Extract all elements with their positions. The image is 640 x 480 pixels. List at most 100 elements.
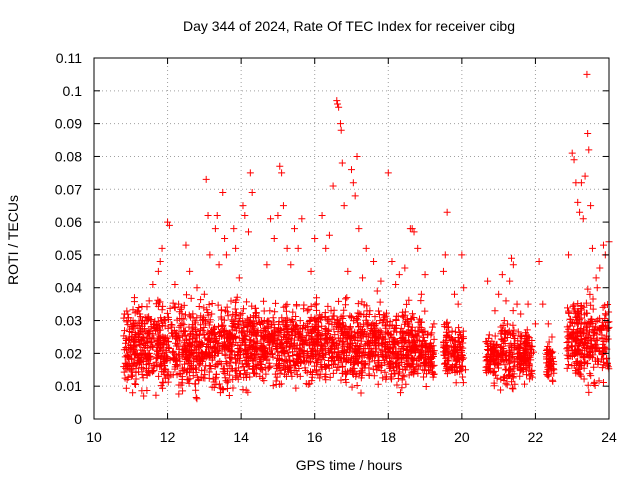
- data-point: [202, 343, 210, 351]
- data-point: [289, 348, 297, 356]
- data-point: [328, 349, 336, 357]
- data-point: [281, 370, 289, 378]
- data-point: [283, 244, 291, 252]
- data-point: [568, 334, 576, 342]
- data-point: [333, 339, 341, 347]
- data-point: [550, 366, 558, 374]
- data-point: [121, 359, 129, 367]
- data-point: [524, 341, 532, 349]
- data-point: [287, 261, 295, 269]
- data-point: [227, 297, 235, 305]
- data-point: [135, 303, 143, 311]
- data-point: [366, 307, 374, 315]
- data-point: [143, 387, 151, 395]
- data-point: [232, 359, 240, 367]
- data-point: [222, 343, 230, 351]
- data-point: [143, 330, 151, 338]
- data-point: [514, 337, 522, 345]
- data-point: [429, 373, 437, 381]
- data-point: [352, 342, 360, 350]
- data-point: [520, 350, 528, 358]
- data-point: [302, 380, 310, 388]
- data-point: [373, 287, 381, 295]
- data-point: [363, 302, 371, 310]
- data-point: [588, 244, 596, 252]
- data-point: [277, 366, 285, 374]
- data-point: [241, 212, 249, 220]
- data-point: [425, 366, 433, 374]
- data-point: [203, 306, 211, 314]
- data-point: [127, 342, 135, 350]
- data-point: [146, 352, 154, 360]
- data-point: [249, 365, 257, 373]
- x-tick-label: 14: [233, 429, 249, 445]
- data-point: [452, 344, 460, 352]
- data-point: [604, 324, 612, 332]
- y-tick-label: 0.04: [55, 280, 82, 296]
- data-point: [183, 355, 191, 363]
- data-point: [581, 172, 589, 180]
- data-point: [508, 254, 516, 262]
- data-point: [592, 337, 600, 345]
- data-point: [132, 332, 140, 340]
- data-point: [412, 365, 420, 373]
- data-point: [359, 274, 367, 282]
- data-point: [457, 354, 465, 362]
- data-point: [321, 373, 329, 381]
- data-point: [318, 355, 326, 363]
- data-point: [381, 335, 389, 343]
- data-point: [292, 321, 300, 329]
- data-point: [386, 357, 394, 365]
- data-point: [252, 350, 260, 358]
- data-point: [355, 348, 363, 356]
- data-point: [376, 311, 384, 319]
- data-point: [528, 337, 536, 345]
- data-point: [563, 351, 571, 359]
- data-point: [334, 323, 342, 331]
- data-point: [547, 363, 555, 371]
- data-point: [374, 380, 382, 388]
- data-point: [226, 333, 234, 341]
- data-point: [448, 327, 456, 335]
- data-point: [574, 300, 582, 308]
- data-point: [193, 395, 201, 403]
- data-point: [394, 370, 402, 378]
- data-point: [382, 341, 390, 349]
- data-point: [513, 362, 521, 370]
- data-point: [174, 342, 182, 350]
- data-point: [362, 316, 370, 324]
- data-point: [141, 350, 149, 358]
- data-point: [368, 347, 376, 355]
- data-point: [192, 328, 200, 336]
- data-point: [563, 345, 571, 353]
- data-point: [154, 267, 162, 275]
- data-point: [193, 352, 201, 360]
- data-point: [346, 366, 354, 374]
- data-point: [593, 284, 601, 292]
- data-point: [405, 320, 413, 328]
- data-point: [509, 364, 517, 372]
- data-point: [261, 363, 269, 371]
- data-point: [340, 202, 348, 210]
- data-point: [580, 303, 588, 311]
- data-point: [584, 129, 592, 137]
- data-point: [143, 367, 151, 375]
- data-point: [209, 375, 217, 383]
- data-point: [405, 296, 413, 304]
- data-point: [602, 311, 610, 319]
- data-point: [189, 349, 197, 357]
- data-point: [347, 313, 355, 321]
- data-point: [584, 381, 592, 389]
- data-point: [417, 290, 425, 298]
- data-point: [311, 301, 319, 309]
- data-point: [223, 367, 231, 375]
- x-tick-label: 12: [160, 429, 176, 445]
- data-point: [348, 383, 356, 391]
- data-point: [153, 337, 161, 345]
- data-point: [423, 358, 431, 366]
- data-point: [506, 277, 514, 285]
- data-point: [333, 97, 341, 105]
- data-point: [154, 331, 162, 339]
- data-point: [451, 290, 458, 298]
- data-point: [169, 349, 177, 357]
